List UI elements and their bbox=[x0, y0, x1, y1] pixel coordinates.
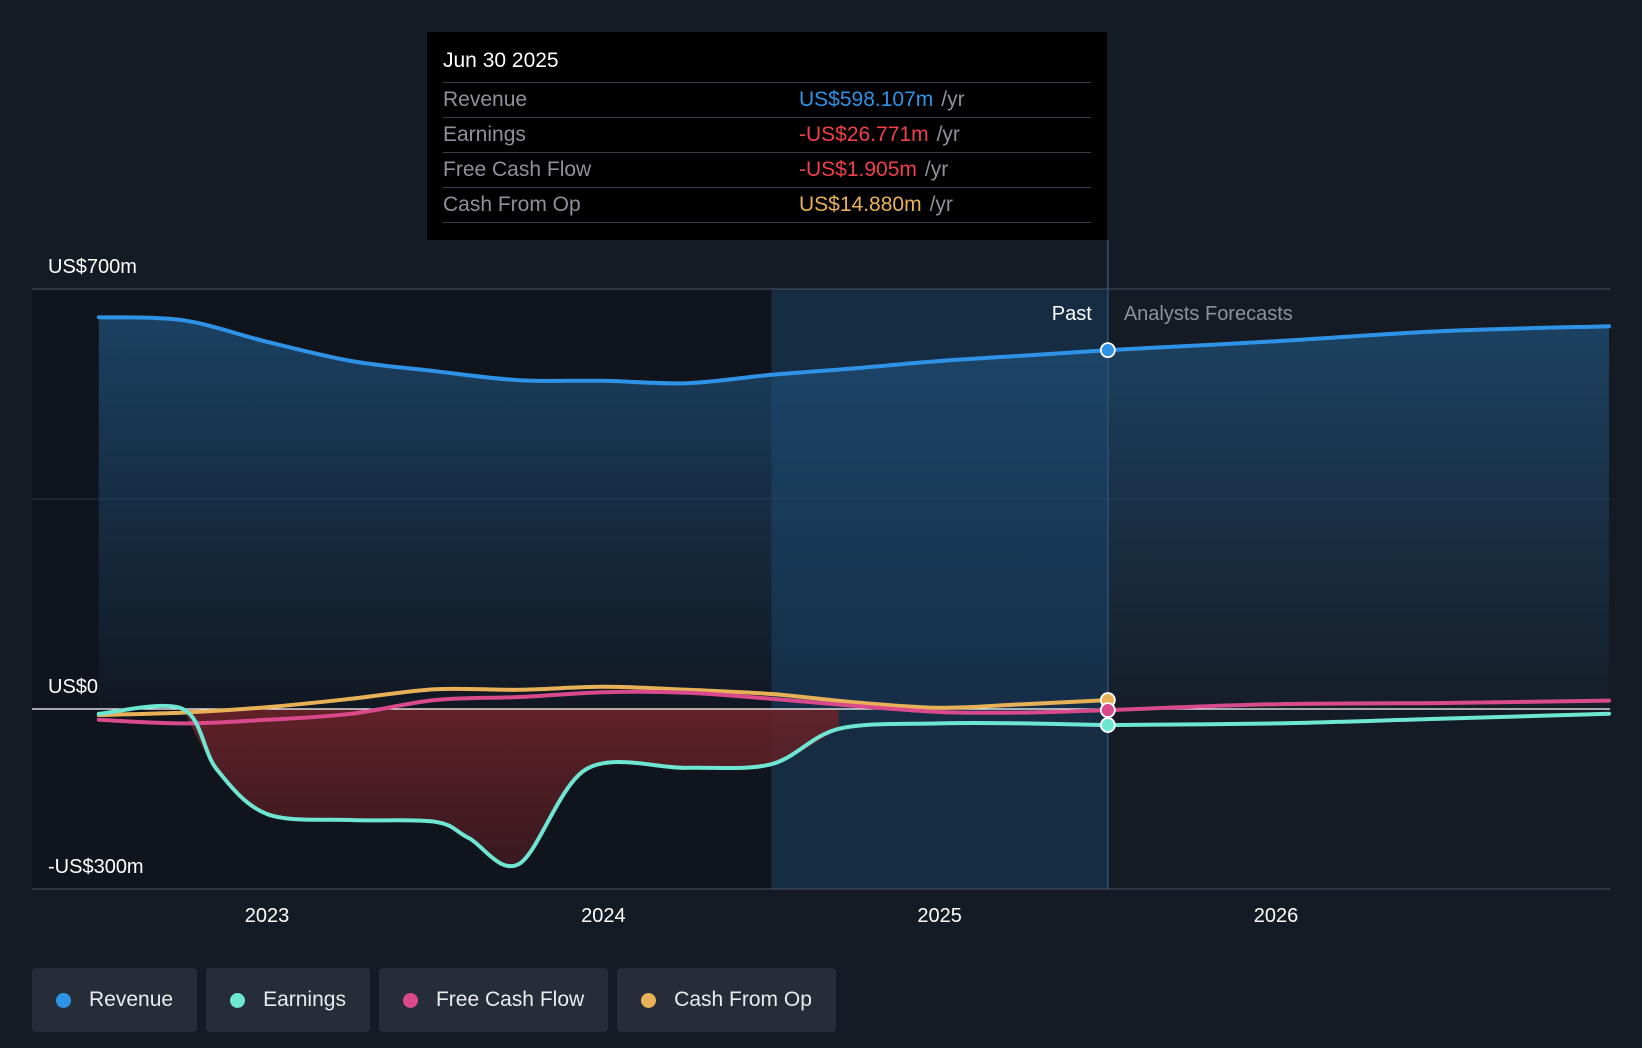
legend-item-revenue[interactable]: Revenue bbox=[32, 968, 198, 1032]
tooltip-unit: /yr bbox=[941, 88, 965, 111]
end-dots bbox=[1099, 342, 1116, 733]
y-tick-label-minus-300: -US$300m bbox=[48, 856, 144, 878]
tooltip-value: -US$26.771m bbox=[799, 123, 929, 146]
legend: Revenue Earnings Free Cash Flow Cash Fro… bbox=[32, 968, 836, 1032]
free-cash-flow-dot-icon bbox=[402, 992, 418, 1008]
earnings-dot-icon bbox=[230, 992, 246, 1008]
legend-label: Free Cash Flow bbox=[435, 988, 585, 1011]
tooltip-unit: /yr bbox=[936, 123, 960, 146]
free-cash-flow-point bbox=[1099, 702, 1116, 719]
y-tick-label-700: US$700m bbox=[48, 256, 137, 278]
revenue-line bbox=[96, 315, 1110, 386]
y-tick-label-0: US$0 bbox=[48, 676, 98, 698]
cash-from-op-line bbox=[96, 684, 1110, 717]
tooltip-row-cash-from-op: Cash From Op US$14.880m /yr bbox=[443, 188, 1091, 223]
x-tick-label-2024: 2024 bbox=[581, 905, 626, 927]
legend-label: Earnings bbox=[263, 988, 346, 1011]
revenue-area bbox=[98, 317, 1609, 709]
earnings-forecast-line bbox=[1105, 711, 1611, 728]
tooltip-label: Free Cash Flow bbox=[443, 158, 592, 181]
tooltip-date: Jun 30 2025 bbox=[443, 46, 1091, 83]
legend-item-cash-from-op[interactable]: Cash From Op bbox=[617, 968, 836, 1032]
tooltip-row-earnings: Earnings -US$26.771m /yr bbox=[443, 118, 1091, 153]
cash-from-op-dot-icon bbox=[641, 992, 657, 1008]
revenue-dot-icon bbox=[56, 992, 71, 1008]
series-lines bbox=[96, 315, 1611, 869]
tooltip-value: US$14.880m bbox=[799, 193, 922, 216]
x-tick-label-2023: 2023 bbox=[245, 905, 290, 927]
tooltip-label: Cash From Op bbox=[443, 193, 581, 216]
legend-label: Cash From Op bbox=[674, 988, 812, 1011]
free-cash-flow-forecast-line bbox=[1105, 698, 1611, 713]
tooltip-row-free-cash-flow: Free Cash Flow -US$1.905m /yr bbox=[443, 153, 1091, 188]
revenue-point bbox=[1099, 342, 1116, 359]
legend-item-earnings[interactable]: Earnings bbox=[206, 968, 370, 1032]
legend-item-free-cash-flow[interactable]: Free Cash Flow bbox=[378, 968, 609, 1032]
legend-label: Revenue bbox=[89, 988, 174, 1011]
revenue-forecast-line bbox=[1105, 324, 1611, 353]
tooltip-unit: /yr bbox=[924, 158, 949, 181]
tooltip-label: Earnings bbox=[443, 123, 526, 146]
past-label: Past bbox=[1052, 303, 1092, 325]
earnings-point bbox=[1099, 717, 1116, 733]
free-cash-flow-line bbox=[96, 689, 1110, 726]
earnings-line bbox=[96, 704, 1110, 869]
tooltip: Jun 30 2025 Revenue US$598.107m /yr Earn… bbox=[427, 32, 1107, 240]
earnings-negative-area bbox=[182, 709, 839, 867]
x-tick-label-2026: 2026 bbox=[1254, 905, 1299, 927]
tooltip-label: Revenue bbox=[443, 88, 528, 111]
x-tick-label-2025: 2025 bbox=[917, 905, 962, 927]
analysts-forecasts-label: Analysts Forecasts bbox=[1124, 303, 1293, 325]
tooltip-value: -US$1.905m bbox=[799, 158, 917, 181]
tooltip-unit: /yr bbox=[929, 193, 953, 216]
tooltip-row-revenue: Revenue US$598.107m /yr bbox=[443, 83, 1091, 118]
tooltip-value: US$598.107m bbox=[799, 88, 934, 111]
